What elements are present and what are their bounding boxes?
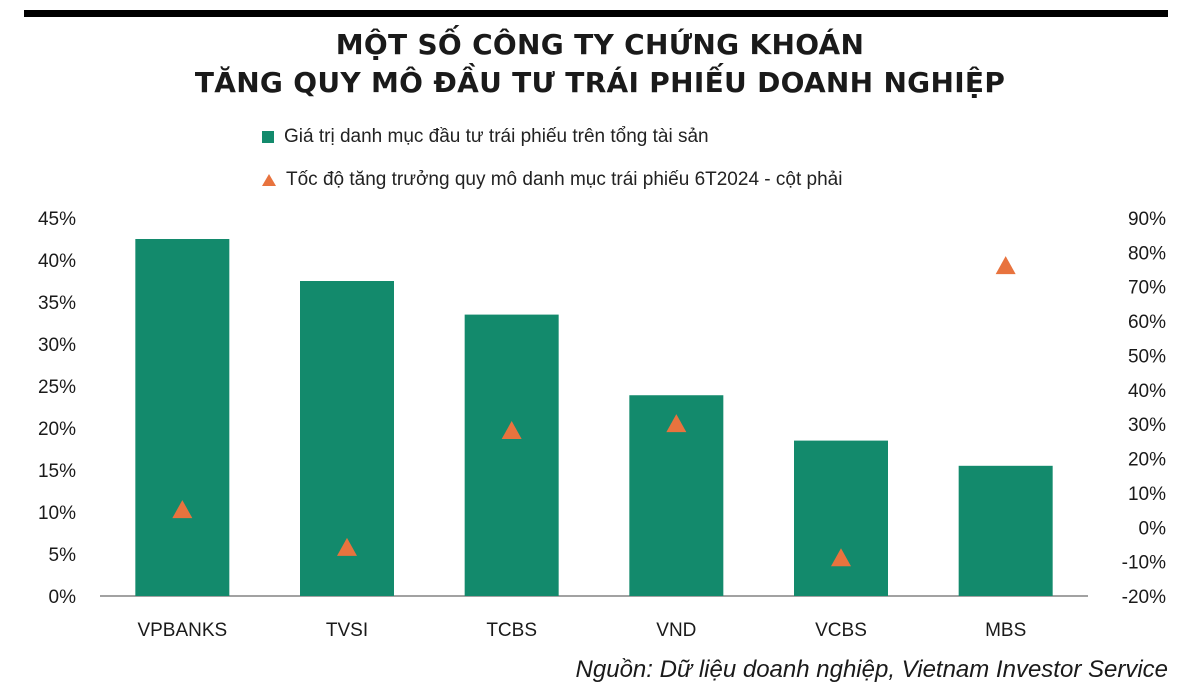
y-left-tick-label: 15% xyxy=(38,461,76,482)
y-right-tick-label: 10% xyxy=(1128,484,1166,505)
y-right-tick-label: 60% xyxy=(1128,312,1166,333)
growth-marker-vpbanks xyxy=(172,500,193,519)
growth-marker-tvsi xyxy=(337,537,357,556)
y-left-tick-label: 40% xyxy=(38,251,76,272)
x-category-label: MBS xyxy=(985,620,1026,641)
y-left-tick-label: 45% xyxy=(38,209,76,230)
y-left-tick-label: 0% xyxy=(49,587,77,608)
y-left-tick-label: 30% xyxy=(38,335,76,356)
legend-triangle-icon xyxy=(262,174,276,186)
top-rule xyxy=(24,10,1168,17)
x-category-label: TCBS xyxy=(486,620,537,641)
growth-marker-mbs xyxy=(995,256,1016,275)
legend-item-marker-series: Tốc độ tăng trưởng quy mô danh mục trái … xyxy=(262,169,842,191)
y-right-tick-label: 90% xyxy=(1128,209,1166,230)
growth-marker-vnd xyxy=(666,414,687,433)
chart-title-line1: MỘT SỐ CÔNG TY CHỨNG KHOÁN xyxy=(335,28,865,61)
y-right-tick-label: 0% xyxy=(1139,518,1167,539)
x-category-label: VND xyxy=(656,620,696,641)
y-right-tick-label: 70% xyxy=(1128,278,1166,299)
growth-marker-vcbs xyxy=(831,548,851,567)
y-right-tick-label: -10% xyxy=(1122,553,1166,574)
y-right-tick-label: -20% xyxy=(1122,587,1166,608)
bar-vcbs xyxy=(794,440,888,596)
y-right-tick-label: 40% xyxy=(1128,381,1166,402)
bar-vpbanks xyxy=(135,239,230,596)
y-right-tick-label: 80% xyxy=(1128,243,1166,264)
y-left-tick-label: 35% xyxy=(38,293,76,314)
growth-marker-tcbs xyxy=(501,421,522,440)
legend-label-marker-series: Tốc độ tăng trưởng quy mô danh mục trái … xyxy=(286,169,843,190)
y-left-tick-label: 5% xyxy=(49,545,77,566)
y-right-tick-label: 50% xyxy=(1128,346,1166,367)
y-right-tick-label: 30% xyxy=(1128,415,1166,436)
x-category-label: VCBS xyxy=(815,620,867,641)
y-left-tick-label: 25% xyxy=(38,377,76,398)
chart-title-line2: TĂNG QUY MÔ ĐẦU TƯ TRÁI PHIẾU DOANH NGHI… xyxy=(194,66,1006,99)
y-right-tick-label: 20% xyxy=(1128,450,1166,471)
bar-mbs xyxy=(958,465,1053,596)
y-left-tick-label: 20% xyxy=(38,419,76,440)
source-note: Nguồn: Dữ liệu doanh nghiệp, Vietnam Inv… xyxy=(575,656,1168,683)
y-left-tick-label: 10% xyxy=(38,503,76,524)
x-category-label: VPBANKS xyxy=(137,620,227,641)
legend-label-bar-series: Giá trị danh mục đầu tư trái phiếu trên … xyxy=(284,126,709,147)
x-category-label: TVSI xyxy=(326,620,368,641)
bar-tcbs xyxy=(464,314,559,596)
legend-item-bar-series: Giá trị danh mục đầu tư trái phiếu trên … xyxy=(262,126,709,148)
legend-square-icon xyxy=(262,131,274,143)
